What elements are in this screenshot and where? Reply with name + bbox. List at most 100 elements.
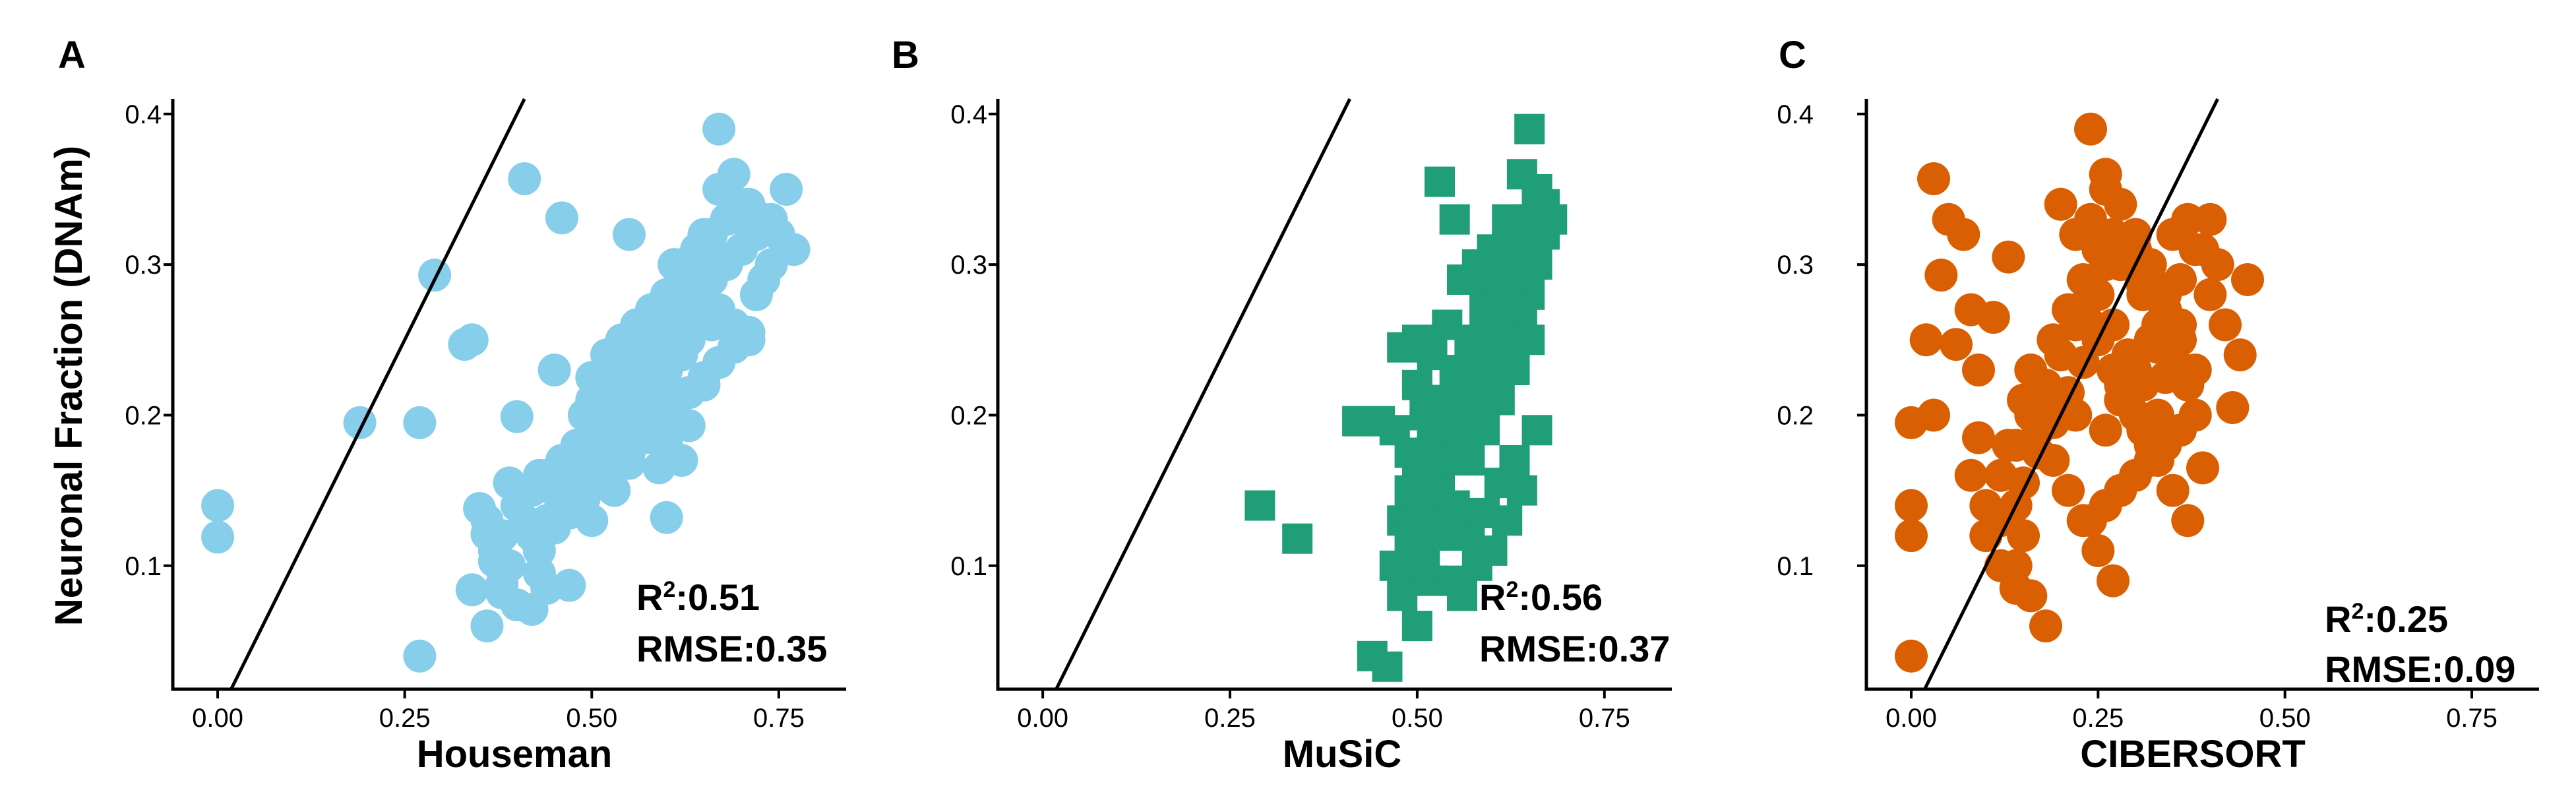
- data-point: [2126, 270, 2160, 304]
- data-point: [2074, 112, 2107, 146]
- y-tick-label: 0.4: [950, 100, 987, 129]
- data-point: [2021, 398, 2055, 432]
- data-point: [470, 609, 504, 643]
- x-axis-title-a: Houseman: [417, 733, 613, 776]
- data-point: [2223, 338, 2257, 372]
- x-tick-label: 0.25: [1204, 704, 1256, 733]
- data-point: [2149, 361, 2182, 394]
- data-point: [1514, 324, 1545, 355]
- data-point: [2081, 534, 2115, 567]
- data-point: [418, 259, 452, 292]
- y-tick-label: 0.2: [125, 401, 162, 430]
- data-point: [537, 354, 571, 386]
- x-tick-labels-a: 0.00 0.25 0.50 0.75: [192, 704, 805, 733]
- data-point: [1537, 204, 1568, 235]
- axis-lines: [1864, 99, 2539, 691]
- data-point: [553, 569, 586, 602]
- data-point: [1962, 421, 1995, 454]
- x-tick-label: 0.00: [1017, 704, 1068, 733]
- data-point: [1895, 489, 1928, 522]
- rmse-label-c: RMSE:0.09: [2325, 648, 2515, 690]
- x-tick-label: 0.50: [1392, 704, 1443, 733]
- y-tick-labels-a: 0.1 0.2 0.3 0.4: [125, 100, 162, 581]
- data-point: [2089, 248, 2122, 282]
- data-point: [613, 218, 646, 251]
- data-point: [201, 489, 235, 522]
- y-axis-title: Neuronal Fraction (DNAm): [47, 146, 90, 626]
- panel-c: C 0.1 0.2 0.3 0.4 0.00 0.25 0.50 0.75 CI…: [1777, 34, 2539, 776]
- data-point: [1954, 458, 1988, 492]
- data-point: [2193, 202, 2227, 236]
- data-point: [2089, 414, 2122, 447]
- data-point: [1394, 437, 1425, 468]
- data-point: [1499, 445, 1530, 476]
- data-point: [770, 173, 803, 206]
- data-point: [2126, 414, 2160, 447]
- data-point: [2186, 451, 2219, 485]
- data-point: [1924, 259, 1958, 292]
- data-point: [2097, 564, 2130, 598]
- panel-b: B 0.1 0.2 0.3 0.4 0.00 0.25 0.50 0.75 Mu…: [892, 34, 1672, 776]
- data-point: [1521, 249, 1552, 280]
- data-point: [1447, 355, 1477, 385]
- data-point: [2119, 218, 2152, 251]
- data-point: [642, 451, 676, 485]
- data-point: [403, 406, 437, 439]
- data-point: [635, 293, 668, 326]
- data-point: [2014, 579, 2048, 613]
- y-tick-label: 0.4: [1777, 100, 1814, 129]
- r2-label-b: R2:0.56: [1479, 576, 1603, 618]
- x-tick-label: 0.25: [379, 704, 431, 733]
- data-point: [650, 501, 683, 534]
- data-point: [1484, 385, 1515, 415]
- x-tick-label: 0.50: [2259, 704, 2311, 733]
- data-point: [1469, 415, 1500, 446]
- y-tick-label: 0.3: [950, 251, 987, 280]
- data-point: [2052, 474, 2085, 507]
- data-point: [201, 520, 235, 554]
- data-point: [2178, 233, 2212, 266]
- axis-lines: [996, 99, 1672, 691]
- data-point: [1387, 580, 1418, 611]
- data-point: [1506, 219, 1537, 250]
- data-point: [1432, 385, 1463, 415]
- y-tick-label: 0.2: [950, 401, 987, 430]
- data-point: [1962, 354, 1995, 386]
- y-tick-label: 0.1: [125, 552, 162, 581]
- data-point: [2111, 338, 2145, 372]
- points-layer: [1895, 112, 2264, 673]
- data-point: [2044, 338, 2077, 372]
- data-point: [1447, 264, 1477, 295]
- data-point: [2209, 308, 2242, 342]
- data-point: [2156, 474, 2190, 507]
- data-point: [1425, 166, 1455, 197]
- data-point: [2111, 383, 2145, 417]
- data-point: [1947, 218, 1980, 251]
- data-point: [2216, 391, 2250, 424]
- x-axis-title-c: CIBERSORT: [2080, 733, 2306, 776]
- data-point: [1521, 415, 1552, 446]
- y-tick-label: 0.1: [1777, 552, 1814, 581]
- data-point: [2104, 187, 2137, 221]
- data-point: [2089, 489, 2122, 522]
- data-point: [1506, 294, 1537, 325]
- data-point: [1372, 651, 1403, 682]
- data-point: [545, 201, 578, 235]
- data-point: [2171, 504, 2205, 538]
- data-point: [620, 398, 654, 432]
- data-point: [739, 202, 773, 236]
- data-point: [1244, 490, 1275, 521]
- data-point: [1992, 240, 2025, 274]
- data-point: [1984, 458, 2017, 492]
- data-point: [2007, 519, 2040, 553]
- panel-a: A 0.1 0.2 0.3 0.4 0.00 0.25 0.50 0.75 Ho…: [58, 34, 846, 776]
- data-point: [732, 323, 766, 357]
- data-point: [522, 557, 556, 590]
- points-layer: [1244, 113, 1568, 682]
- data-point: [455, 323, 489, 357]
- data-point: [1514, 113, 1545, 144]
- panel-letter-b: B: [892, 34, 919, 77]
- r2-label-c: R2:0.25: [2325, 598, 2448, 640]
- data-point: [2037, 444, 2070, 477]
